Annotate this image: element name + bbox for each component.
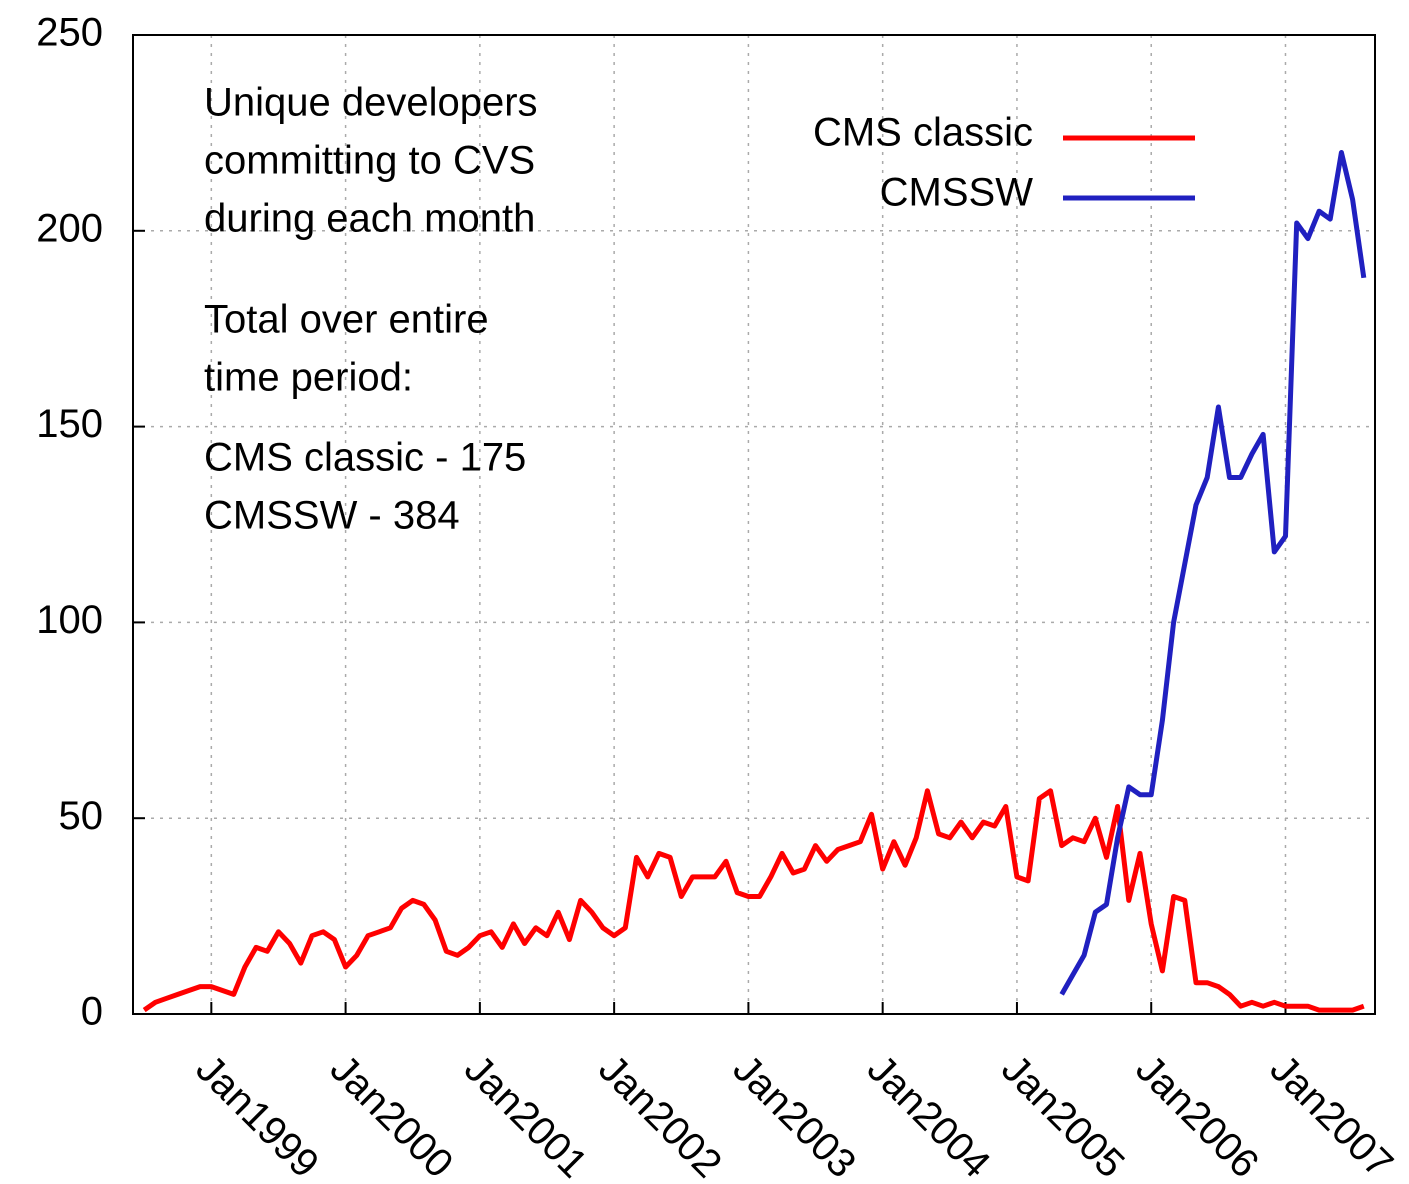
x-tick-label: Jan2003 — [725, 1047, 865, 1184]
annotation: during each month — [204, 197, 535, 241]
y-tick-label: 100 — [36, 598, 103, 642]
x-tick-label: Jan2004 — [859, 1047, 999, 1184]
x-tick-label: Jan1999 — [187, 1047, 327, 1184]
x-tick-label: Jan2001 — [456, 1047, 596, 1184]
annotation: Total over entire — [204, 298, 489, 342]
plot-frame — [132, 34, 1376, 1015]
x-tick-label: Jan2000 — [322, 1047, 462, 1184]
annotation: Unique developers — [204, 81, 538, 125]
legend-label: CMS classic — [813, 111, 1033, 155]
data-line — [142, 788, 1365, 1013]
y-tick-label: 50 — [59, 794, 104, 838]
data-line — [1059, 150, 1367, 996]
x-tick-label: Jan2002 — [590, 1047, 730, 1184]
y-tick-label: 200 — [36, 206, 103, 250]
legend-label: CMSSW — [880, 171, 1034, 215]
y-tick-label: 150 — [36, 402, 103, 446]
annotation: CMSSW - 384 — [204, 494, 460, 538]
x-tick-label: Jan2006 — [1127, 1047, 1267, 1184]
x-tick-label: Jan2007 — [1262, 1047, 1402, 1184]
y-tick-label: 250 — [36, 11, 103, 55]
x-tick-label: Jan2005 — [993, 1047, 1133, 1184]
annotation: committing to CVS — [204, 139, 535, 183]
annotation: time period: — [204, 356, 413, 400]
annotation: CMS classic - 175 — [204, 436, 526, 480]
y-tick-label: 0 — [81, 990, 103, 1034]
